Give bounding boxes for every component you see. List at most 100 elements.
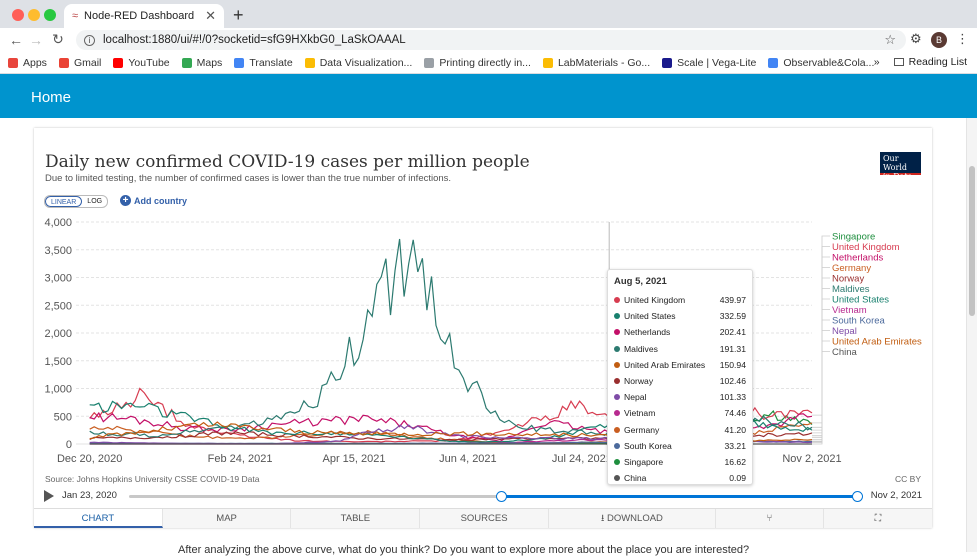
bookmark-item[interactable]: Translate <box>234 57 293 69</box>
tooltip-row: United Arab Emirates 150.94 <box>614 357 746 373</box>
tooltip-row: Singapore 16.62 <box>614 454 746 470</box>
x-tick-label: Dec 20, 2020 <box>57 453 122 465</box>
timeline-track[interactable] <box>129 491 863 502</box>
fullscreen-button[interactable]: ⛶ <box>824 509 932 528</box>
tab-table[interactable]: TABLE <box>291 509 421 528</box>
tab-map[interactable]: MAP <box>162 509 292 528</box>
label-connector <box>812 340 830 441</box>
maximize-window-button[interactable] <box>44 9 56 21</box>
license-link[interactable]: CC BY <box>895 474 921 484</box>
tab-download[interactable]: ⭳ DOWNLOAD <box>548 509 716 528</box>
new-tab-icon[interactable]: + <box>233 5 244 25</box>
add-country-button[interactable]: + Add country <box>120 195 187 206</box>
chart-card: Daily new confirmed COVID-19 cases per m… <box>34 128 932 528</box>
tooltip-country: Maldives <box>624 343 658 354</box>
series-end-label: Singapore <box>832 232 875 243</box>
bookmark-item[interactable]: LabMaterials - Go... <box>542 57 650 69</box>
plus-circle-icon: + <box>120 195 131 206</box>
profile-avatar[interactable]: B <box>931 32 947 48</box>
close-tab-icon[interactable]: ✕ <box>205 8 216 23</box>
tooltip-value: 332.59 <box>719 311 746 322</box>
site-info-icon[interactable]: i <box>84 34 95 46</box>
tab-sources[interactable]: SOURCES <box>420 509 549 528</box>
label-connector <box>812 277 830 434</box>
close-window-button[interactable] <box>12 9 24 21</box>
reload-icon[interactable]: ↻ <box>52 31 64 47</box>
browser-tab[interactable]: ≈ Node-RED Dashboard ✕ <box>64 4 224 28</box>
back-icon[interactable]: ← <box>9 32 23 48</box>
tooltip-country: Germany <box>624 424 660 435</box>
bookmark-favicon-icon <box>424 57 435 68</box>
page-scrollbar[interactable] <box>966 118 977 552</box>
bookmark-item[interactable]: Apps <box>8 57 47 69</box>
minimize-window-button[interactable] <box>28 9 40 21</box>
tooltip-value: 16.62 <box>724 456 746 467</box>
x-tick-label: Jul 24, 2021 <box>552 453 612 465</box>
bookmark-item[interactable]: Maps <box>181 57 222 69</box>
page-title: Home <box>31 89 72 106</box>
log-scale-button[interactable]: LOG <box>87 198 103 205</box>
timeline-end-label: Nov 2, 2021 <box>870 490 922 501</box>
legend-dot-icon <box>614 361 620 368</box>
bookmark-item[interactable]: Observable&Cola... <box>768 57 874 69</box>
tooltip-row: Netherlands 202.41 <box>614 324 746 340</box>
y-tick-label: 3,000 <box>44 273 72 285</box>
y-tick-label: 4,000 <box>44 217 72 229</box>
series-end-label: United Arab Emirates <box>832 337 922 348</box>
bookmark-item[interactable]: Scale | Vega-Lite <box>662 57 756 69</box>
bookmarks-overflow-icon[interactable]: » <box>873 56 880 68</box>
tooltip-country: Nepal <box>624 392 647 403</box>
tooltip-row: South Korea 33.21 <box>614 438 746 454</box>
scrollbar-thumb[interactable] <box>969 166 975 316</box>
timeline: Jan 23, 2020 Nov 2, 2021 <box>44 488 922 504</box>
tooltip-value: 33.21 <box>724 440 746 451</box>
logo-line2: in Data <box>883 172 913 181</box>
tooltip-country: Netherlands <box>624 327 671 338</box>
bookmarks-bar: Apps Gmail YouTube Maps Translate Data Visual… <box>0 52 977 74</box>
bookmark-item[interactable]: Gmail <box>58 57 101 69</box>
series-end-label: China <box>832 347 858 358</box>
tooltip-value: 41.20 <box>724 424 746 435</box>
bookmark-item[interactable]: Data Visualization... <box>304 57 412 69</box>
node-red-icon: ≈ <box>72 10 79 22</box>
download-label: DOWNLOAD <box>606 513 663 524</box>
series-end-label: Maldives <box>832 284 870 295</box>
share-icon: ⑂ <box>766 513 773 524</box>
bookmark-favicon-icon <box>768 57 779 68</box>
tooltip-value: 0.09 <box>729 473 746 484</box>
download-icon: ⭳ <box>601 513 607 524</box>
tooltip-value: 102.46 <box>719 376 746 387</box>
tooltip-row: United Kingdom 439.97 <box>614 292 746 308</box>
share-button[interactable]: ⑂ <box>716 509 824 528</box>
chart-title: Daily new confirmed COVID-19 cases per m… <box>45 152 530 172</box>
owid-logo[interactable]: Our World in Data <box>880 152 921 181</box>
bookmark-favicon-icon <box>8 57 18 68</box>
tooltip-value: 101.33 <box>719 392 746 403</box>
bookmark-item[interactable]: YouTube <box>113 57 170 69</box>
tooltip-row: Norway 102.46 <box>614 373 746 389</box>
timeline-start-handle[interactable] <box>496 491 507 502</box>
chart-tooltip: Aug 5, 2021 United Kingdom 439.97 United S… <box>607 269 753 485</box>
play-icon[interactable] <box>44 490 54 502</box>
url-text: localhost:1880/ui/#!/0?socketid=sfG9HXkb… <box>103 34 406 46</box>
series-end-label: United States <box>832 295 889 306</box>
bookmark-favicon-icon <box>58 57 69 68</box>
chart-source: Source: Johns Hopkins University CSSE CO… <box>45 474 260 484</box>
reading-list-button[interactable]: Reading List <box>908 56 967 68</box>
timeline-end-handle[interactable] <box>852 491 863 502</box>
line-chart[interactable]: 0 500 1,000 1,500 2,000 2,500 3,000 3,500 4,000 D… <box>34 214 932 474</box>
bookmark-favicon-icon <box>662 57 673 68</box>
forward-icon[interactable]: → <box>29 32 43 48</box>
bookmark-star-icon[interactable]: ☆ <box>884 32 896 47</box>
url-bar[interactable]: i localhost:1880/ui/#!/0?socketid=sfG9HX… <box>76 30 906 50</box>
tab-chart[interactable]: CHART <box>34 509 163 528</box>
linear-scale-button[interactable]: LINEAR <box>45 196 83 207</box>
fullscreen-icon: ⛶ <box>874 513 882 524</box>
menu-kebab-icon[interactable]: ⋮ <box>956 31 969 46</box>
extensions-icon[interactable]: ⚙ <box>910 31 922 46</box>
tooltip-country: United Arab Emirates <box>624 359 706 370</box>
bookmark-item[interactable]: Printing directly in... <box>424 57 531 69</box>
tooltip-value: 191.31 <box>719 343 746 354</box>
bookmark-label: Observable&Cola... <box>783 56 875 69</box>
y-tick-label: 0 <box>66 439 72 451</box>
